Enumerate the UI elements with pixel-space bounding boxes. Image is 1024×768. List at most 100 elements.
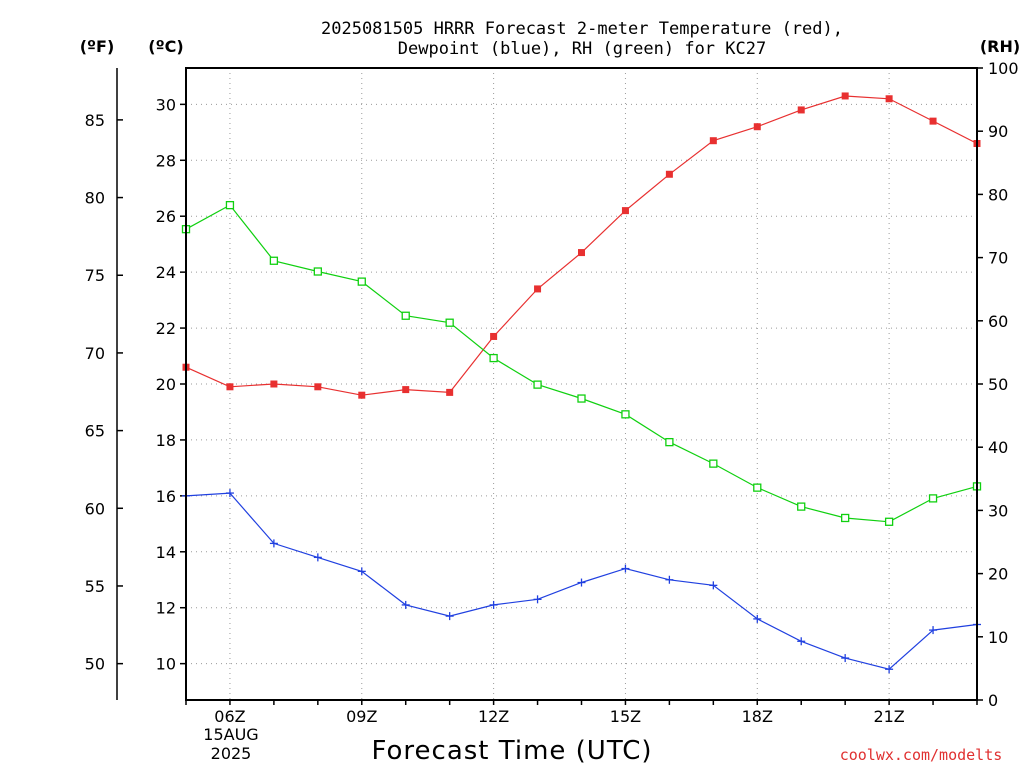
- dewpoint-point: [489, 600, 498, 609]
- fahrenheit-tick-label: 75: [85, 266, 105, 285]
- x-axis-title: Forecast Time (UTC): [371, 736, 652, 766]
- temperature-point: [314, 383, 322, 391]
- series-layer: [181, 92, 982, 674]
- dewpoint-point: [269, 539, 278, 548]
- dewpoint-point: [533, 595, 542, 604]
- dewpoint-point: [225, 489, 234, 498]
- rh-point: [665, 437, 674, 447]
- time-tick-label: 12Z: [478, 707, 509, 726]
- fahrenheit-tick-label: 85: [85, 111, 105, 130]
- date-year-label: 2025: [211, 744, 252, 763]
- dewpoint-series: [182, 489, 981, 674]
- celsius-axis: 10 12 14 16 18 20 22 24 26 28 30: [156, 95, 186, 674]
- temperature-point: [490, 332, 498, 340]
- date-day-label: 15AUG: [203, 725, 258, 744]
- rh-point: [884, 517, 894, 526]
- rh-point: [709, 459, 718, 468]
- rh-axis: 0 10 20 30 40 50 60 70 80 90 100: [977, 59, 1019, 710]
- rh-point: [753, 483, 762, 492]
- temperature-point: [841, 92, 849, 100]
- rh-point: [489, 353, 498, 363]
- dewpoint-point: [797, 637, 806, 646]
- chart-title: 2025081505 HRRR Forecast 2-meter Tempera…: [321, 19, 843, 59]
- fahrenheit-unit-label: (ºF): [80, 37, 115, 56]
- dewpoint-point: [665, 575, 674, 584]
- celsius-tick-label: 16: [156, 487, 176, 506]
- temperature-point: [402, 386, 410, 394]
- temperature-point: [797, 106, 805, 114]
- fahrenheit-tick-label: 70: [85, 344, 105, 363]
- time-tick-label: 21Z: [873, 707, 904, 726]
- dewpoint-point: [621, 564, 630, 573]
- rh-point: [269, 256, 279, 265]
- rh-point: [313, 267, 322, 276]
- grid-lines: [186, 68, 977, 700]
- celsius-tick-label: 14: [156, 543, 176, 562]
- celsius-tick-label: 10: [156, 655, 176, 674]
- temperature-point: [929, 117, 937, 125]
- temperature-point: [226, 383, 234, 391]
- rh-point: [621, 410, 630, 419]
- rh-tick-label: 100: [988, 59, 1019, 78]
- celsius-tick-label: 28: [156, 151, 176, 170]
- celsius-tick-label: 24: [156, 263, 176, 282]
- temperature-point: [709, 137, 717, 145]
- fahrenheit-tick-label: 80: [85, 189, 105, 208]
- time-tick-label: 06Z: [214, 707, 245, 726]
- temperature-point: [358, 391, 366, 399]
- temperature-point: [665, 170, 673, 178]
- dewpoint-point: [841, 654, 850, 663]
- rh-point: [357, 277, 366, 286]
- rh-tick-label: 60: [988, 312, 1008, 331]
- time-axis: 06Z 09Z 12Z 15Z 18Z 21Z: [185, 700, 978, 726]
- dewpoint-point: [401, 600, 410, 609]
- credit-text: coolwx.com/modelts: [840, 746, 1003, 764]
- celsius-unit-label: (ºC): [148, 37, 183, 56]
- rh-unit-label: (RH): [980, 37, 1020, 56]
- time-tick-label: 15Z: [610, 707, 641, 726]
- rh-point: [533, 380, 542, 389]
- rh-tick-label: 30: [988, 501, 1008, 520]
- dewpoint-point: [445, 612, 454, 621]
- fahrenheit-axis: 50 55 60 65 70 75 80 85: [85, 68, 123, 700]
- rh-tick-label: 50: [988, 375, 1008, 394]
- fahrenheit-tick-label: 50: [85, 655, 105, 674]
- celsius-tick-label: 12: [156, 599, 176, 618]
- rh-point: [401, 311, 410, 320]
- rh-tick-label: 40: [988, 438, 1008, 457]
- rh-series: [181, 200, 982, 526]
- celsius-tick-label: 30: [156, 95, 176, 114]
- rh-tick-label: 10: [988, 628, 1008, 647]
- temperature-point: [578, 249, 585, 257]
- temperature-point: [270, 380, 278, 388]
- dewpoint-point: [313, 553, 322, 562]
- temperature-point: [534, 285, 542, 293]
- temperature-point: [753, 123, 761, 131]
- dewpoint-point: [885, 665, 894, 674]
- rh-point: [797, 502, 806, 511]
- celsius-tick-label: 20: [156, 375, 176, 394]
- temperature-point: [446, 388, 454, 396]
- rh-tick-label: 90: [988, 122, 1008, 141]
- dewpoint-point: [929, 626, 938, 635]
- title-line-1: 2025081505 HRRR Forecast 2-meter Tempera…: [321, 19, 843, 39]
- rh-point: [577, 394, 586, 403]
- rh-point: [445, 318, 454, 327]
- dewpoint-point: [753, 614, 762, 623]
- rh-tick-label: 20: [988, 565, 1008, 584]
- dewpoint-point: [577, 578, 586, 587]
- fahrenheit-tick-label: 65: [85, 422, 105, 441]
- temperature-point: [885, 95, 893, 103]
- rh-tick-label: 70: [988, 249, 1008, 268]
- time-tick-label: 18Z: [742, 707, 773, 726]
- temperature-point: [621, 207, 629, 215]
- plot-frame: [185, 67, 978, 701]
- celsius-tick-label: 22: [156, 319, 176, 338]
- dewpoint-point: [709, 581, 718, 590]
- celsius-tick-label: 18: [156, 431, 176, 450]
- celsius-tick-label: 26: [156, 207, 176, 226]
- rh-point: [841, 513, 850, 523]
- title-line-2: Dewpoint (blue), RH (green) for KC27: [398, 39, 766, 59]
- rh-point: [928, 494, 938, 503]
